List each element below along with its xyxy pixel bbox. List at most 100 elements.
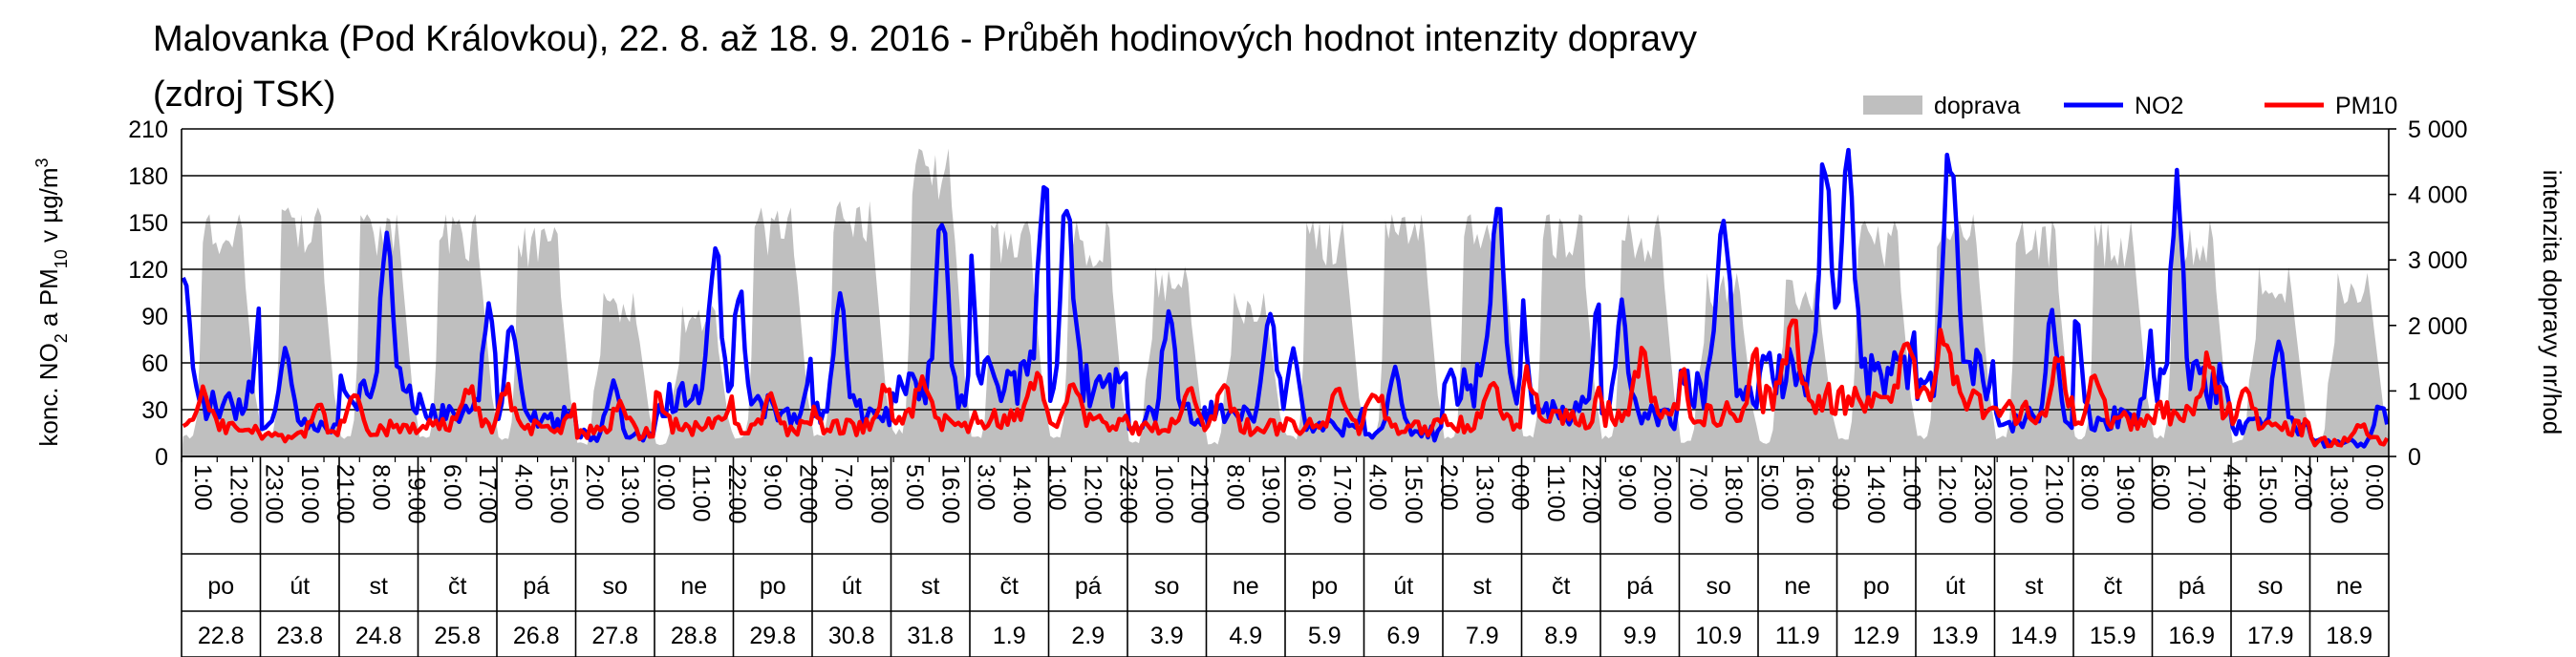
x-hour-tick: 4:00	[2219, 464, 2245, 511]
x-weekday-label: pá	[1075, 573, 1102, 600]
y-axis-label-right: intenzita dopravy nr/hod	[2538, 170, 2566, 435]
x-hour-tick: 18:00	[1720, 464, 1747, 524]
x-hour-tick: 17:00	[2182, 464, 2209, 524]
x-hour-tick: 3:00	[1827, 464, 1854, 511]
x-date-label: 28.8	[671, 623, 718, 649]
x-hour-tick: 5:00	[901, 464, 928, 511]
x-weekday-label: ne	[2336, 573, 2363, 600]
legend-label-doprava: doprava	[1934, 93, 2020, 119]
x-hour-tick: 0:00	[652, 464, 678, 511]
x-weekday-label: po	[760, 573, 786, 600]
x-hour-tick: 1:00	[1043, 464, 1070, 511]
y-tick-left: 0	[155, 444, 168, 471]
x-weekday-label: so	[2258, 573, 2283, 600]
y-tick-left: 60	[141, 350, 168, 377]
x-hour-tick: 15:00	[2254, 464, 2281, 524]
x-weekday-label: st	[2025, 573, 2044, 600]
x-hour-tick: 18:00	[866, 464, 892, 524]
x-date-label: 17.9	[2247, 623, 2294, 649]
x-weekday-label: po	[1311, 573, 1338, 600]
x-hour-tick: 8:00	[2076, 464, 2103, 511]
x-date-label: 13.9	[1932, 623, 1979, 649]
y-tick-left: 180	[128, 163, 168, 190]
legend-swatch-doprava	[1863, 95, 1922, 115]
y-tick-left: 30	[141, 397, 168, 424]
x-hour-tick: 2:00	[1435, 464, 1462, 511]
axes: 0 30 60 90 120 150 180 210 0 1 000 2 000 3 000 4 000…	[32, 117, 2566, 657]
x-date-label: 1.9	[993, 623, 1026, 649]
x-hour-tick: 1:00	[189, 464, 216, 511]
x-date-label: 6.9	[1386, 623, 1420, 649]
x-date-label: 30.8	[828, 623, 875, 649]
x-hour-tick: 13:00	[2325, 464, 2351, 524]
x-weekday-label: út	[290, 573, 310, 600]
x-date-label: 31.8	[907, 623, 954, 649]
x-hour-tick: 3:00	[973, 464, 999, 511]
x-date-label: 3.9	[1150, 623, 1184, 649]
x-hour-tick: 8:00	[1221, 464, 1248, 511]
x-date-label: 26.8	[513, 623, 560, 649]
x-hour-tick: 15:00	[546, 464, 572, 524]
x-weekday-label: pá	[523, 573, 549, 600]
x-hour-tick: 14:00	[1008, 464, 1035, 524]
x-hour-tick: 10:00	[296, 464, 323, 524]
x-hour-tick: 21:00	[332, 464, 358, 524]
x-hour-tick: 16:00	[1792, 464, 1818, 524]
y-tick-right: 5 000	[2408, 117, 2468, 143]
x-date-label: 5.9	[1308, 623, 1342, 649]
x-hour-tick: 23:00	[1969, 464, 1996, 524]
x-weekday-label: po	[1863, 573, 1890, 600]
x-hour-tick: 21:00	[2040, 464, 2067, 524]
x-hour-tick: 17:00	[474, 464, 501, 524]
x-hour-tick: 11:00	[1542, 464, 1569, 522]
x-weekday-label: ne	[1784, 573, 1811, 600]
x-weekday-label: st	[370, 573, 389, 600]
x-weekday-label: pá	[1626, 573, 1653, 600]
x-hour-tick: 1:00	[1898, 464, 1924, 511]
y-tick-left: 120	[128, 257, 168, 284]
legend: doprava NO2 PM10	[1863, 93, 2397, 119]
x-weekday-label: po	[207, 573, 234, 600]
x-date-label: 18.9	[2326, 623, 2372, 649]
x-date-label: 12.9	[1853, 623, 1900, 649]
y-tick-right: 0	[2408, 444, 2421, 471]
y-tick-right: 2 000	[2408, 313, 2468, 340]
x-date-label: 25.8	[434, 623, 481, 649]
x-date-label: 11.9	[1775, 623, 1820, 649]
x-date-label: 22.8	[198, 623, 245, 649]
x-weekday-label: st	[1473, 573, 1492, 600]
x-hour-tick: 17:00	[1328, 464, 1355, 524]
x-date-label: 23.8	[276, 623, 323, 649]
x-hour-tick: 10:00	[2005, 464, 2031, 524]
x-hour-tick: 22:00	[723, 464, 750, 524]
x-weekday-label: út	[1945, 573, 1965, 600]
x-hour-tick: 9:00	[1613, 464, 1640, 511]
x-weekday-label: út	[842, 573, 862, 600]
x-hour-tick: 23:00	[1115, 464, 1142, 524]
y-tick-right: 4 000	[2408, 182, 2468, 209]
x-hour-tick: 9:00	[759, 464, 785, 511]
x-hour-tick: 20:00	[794, 464, 821, 524]
x-hour-tick: 7:00	[1685, 464, 1711, 511]
x-hour-tick: 10:00	[1150, 464, 1177, 524]
legend-label-no2: NO2	[2135, 93, 2183, 119]
x-hour-tick: 12:00	[225, 464, 251, 524]
x-date-label: 8.9	[1544, 623, 1578, 649]
x-hour-tick: 22:00	[1578, 464, 1604, 524]
x-weekday-label: so	[1154, 573, 1179, 600]
x-date-label: 29.8	[749, 623, 796, 649]
x-hour-tick: 11:00	[688, 464, 715, 522]
x-hour-tick: 2:00	[581, 464, 608, 511]
x-date-label: 9.9	[1623, 623, 1657, 649]
x-date-label: 4.9	[1229, 623, 1262, 649]
x-weekday-label: so	[603, 573, 628, 600]
series-layer	[181, 147, 2390, 449]
x-hour-tick: 21:00	[1186, 464, 1213, 524]
x-hour-tick: 0:00	[2361, 464, 2388, 511]
x-hour-tick: 16:00	[936, 464, 963, 524]
x-hour-tick: 2:00	[2289, 464, 2316, 511]
x-hour-tick: 6:00	[1293, 464, 1320, 511]
x-hour-tick: 4:00	[509, 464, 536, 511]
x-hour-tick: 12:00	[1079, 464, 1106, 524]
x-hour-tick: 8:00	[367, 464, 394, 511]
